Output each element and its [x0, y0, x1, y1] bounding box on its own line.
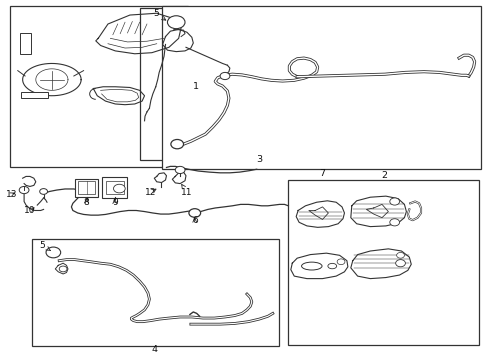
Ellipse shape: [327, 264, 336, 269]
Text: 5: 5: [153, 9, 165, 20]
Bar: [75, 179, 98, 197]
Circle shape: [19, 186, 29, 194]
Text: 9: 9: [112, 198, 118, 207]
Circle shape: [40, 189, 47, 194]
Text: 6: 6: [191, 216, 197, 225]
Circle shape: [396, 252, 404, 258]
Bar: [20, 33, 31, 54]
Text: 8: 8: [83, 198, 89, 207]
Circle shape: [336, 259, 344, 265]
Text: 11: 11: [181, 184, 192, 197]
Circle shape: [395, 260, 405, 267]
Ellipse shape: [301, 262, 322, 270]
Circle shape: [59, 266, 67, 272]
Circle shape: [46, 247, 61, 258]
Text: 3: 3: [256, 155, 262, 164]
Circle shape: [167, 16, 184, 29]
Text: 12: 12: [145, 188, 156, 197]
Circle shape: [389, 198, 399, 205]
Bar: [10, 6, 188, 167]
Circle shape: [220, 72, 229, 80]
Text: 1: 1: [192, 82, 198, 91]
Bar: [105, 181, 124, 194]
Bar: [78, 181, 95, 194]
Text: 4: 4: [151, 346, 157, 355]
Text: 10: 10: [24, 206, 36, 215]
Bar: [32, 239, 278, 346]
Circle shape: [188, 209, 200, 217]
Bar: [288, 180, 478, 345]
Bar: [140, 8, 254, 160]
Text: 7: 7: [319, 169, 325, 178]
Bar: [161, 6, 480, 169]
Text: 13: 13: [6, 190, 17, 199]
Bar: [102, 177, 127, 198]
Circle shape: [170, 139, 183, 149]
Circle shape: [175, 166, 184, 174]
Text: 2: 2: [380, 171, 386, 180]
Text: 5: 5: [39, 241, 50, 251]
Circle shape: [113, 184, 125, 193]
Circle shape: [389, 219, 399, 226]
Bar: [21, 92, 48, 98]
